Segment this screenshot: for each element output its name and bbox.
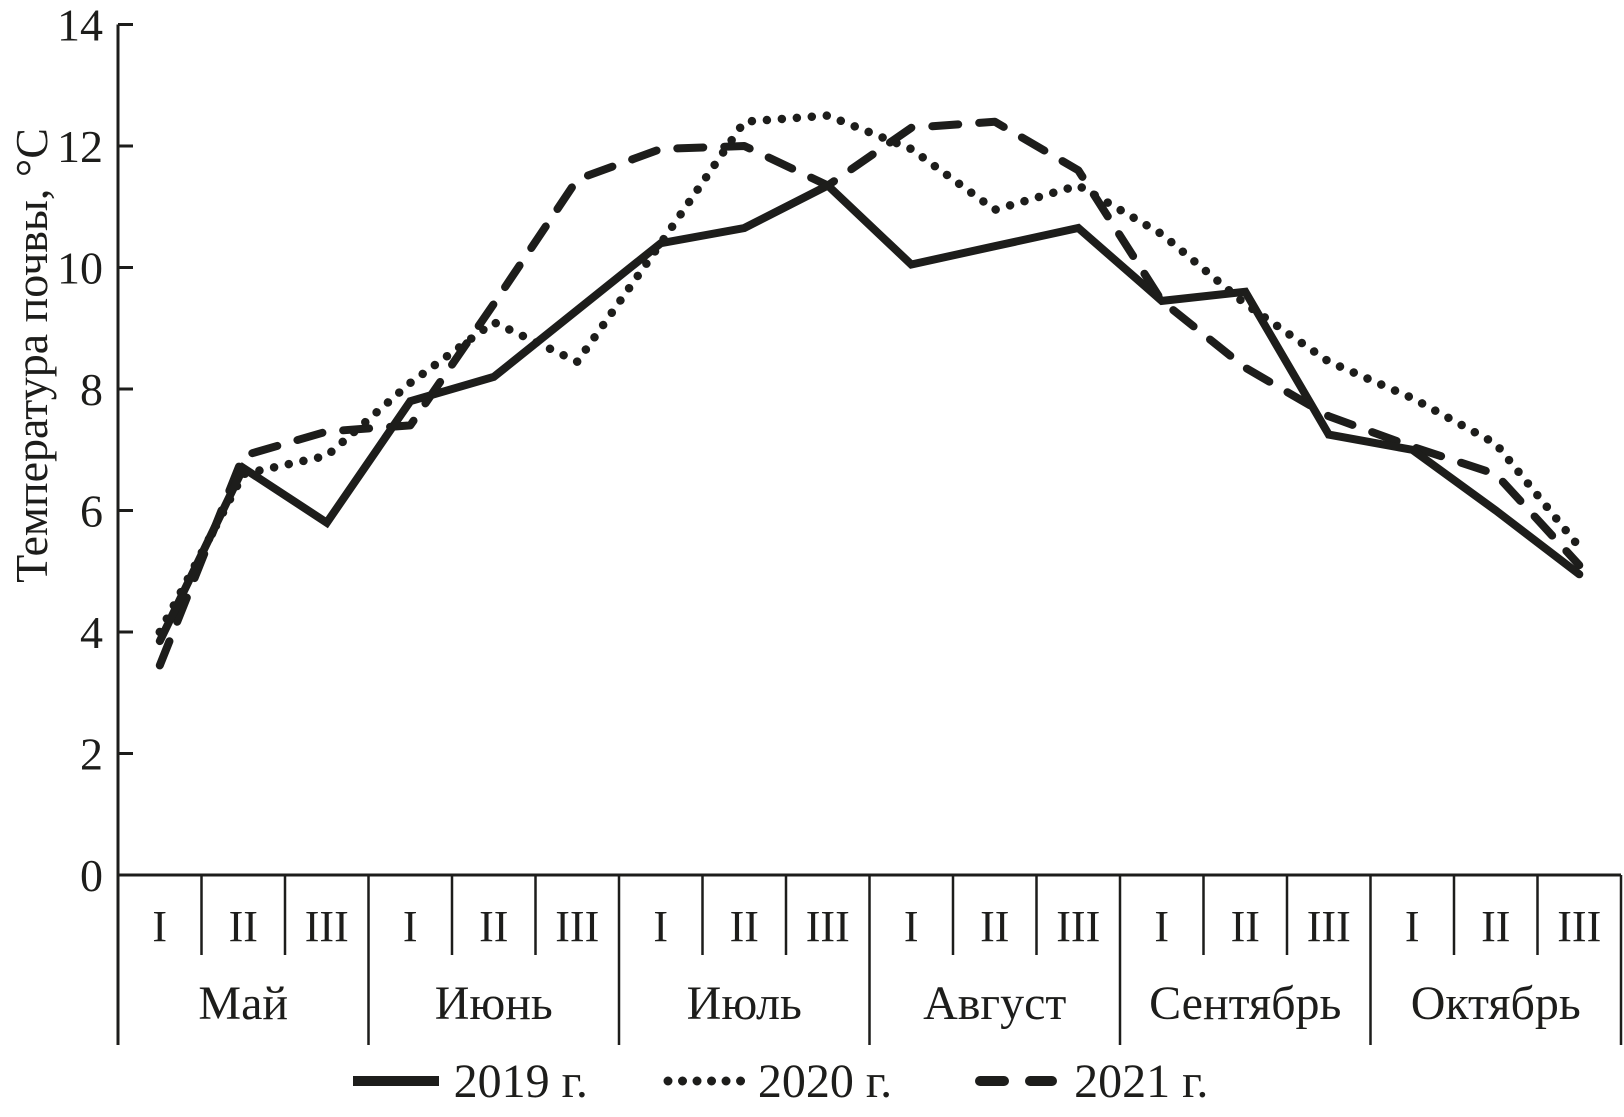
decade-label: III bbox=[1056, 902, 1100, 951]
legend-label-2020: 2020 г. bbox=[757, 1054, 893, 1108]
series-2021 bbox=[155, 117, 1584, 670]
month-label: Октябрь bbox=[1411, 977, 1581, 1030]
month-label: Сентябрь bbox=[1149, 977, 1341, 1030]
decade-label: II bbox=[1231, 902, 1260, 951]
series-line-solid bbox=[155, 180, 1584, 646]
decade-label: I bbox=[152, 902, 167, 951]
axes bbox=[116, 23, 1623, 1045]
decade-label: II bbox=[980, 902, 1009, 951]
month-label: Май bbox=[198, 977, 288, 1030]
y-tick-label: 2 bbox=[80, 729, 103, 780]
decade-labels: I II III I II III I II III I II III I II III I II III bbox=[152, 902, 1601, 951]
decade-label: III bbox=[1307, 902, 1351, 951]
series-line-dashed bbox=[155, 117, 1584, 670]
y-tick-label: 4 bbox=[80, 607, 103, 658]
legend: 2019 г. 2020 г. 2021 г. bbox=[0, 1050, 1591, 1112]
decade-label: II bbox=[229, 902, 258, 951]
decade-label: II bbox=[1481, 902, 1510, 951]
y-tick-label: 14 bbox=[57, 0, 103, 51]
month-label: Июнь bbox=[435, 977, 553, 1030]
y-tick-label: 6 bbox=[80, 486, 103, 537]
legend-item-2021: 2021 г. bbox=[966, 1054, 1208, 1109]
legend-dashed-line-icon bbox=[975, 1076, 1058, 1086]
legend-dotted-line-icon bbox=[663, 1076, 746, 1086]
legend-solid-line-icon bbox=[352, 1076, 439, 1086]
decade-label: III bbox=[555, 902, 599, 951]
y-tick-label: 12 bbox=[57, 121, 103, 172]
legend-label-2021: 2021 г. bbox=[1074, 1054, 1209, 1108]
decade-label: I bbox=[1154, 902, 1169, 951]
decade-label: I bbox=[1405, 902, 1420, 951]
series-line-dotted bbox=[155, 111, 1584, 637]
y-tick-labels: 0 2 4 6 8 10 12 14 bbox=[57, 0, 103, 901]
decade-label: III bbox=[1557, 902, 1601, 951]
y-tick-label: 10 bbox=[57, 243, 103, 294]
decade-label: III bbox=[305, 902, 349, 951]
legend-label-2019: 2019 г. bbox=[453, 1054, 588, 1108]
month-label: Июль bbox=[687, 977, 802, 1030]
month-label: Август bbox=[923, 977, 1066, 1030]
legend-item-2020: 2020 г. bbox=[662, 1054, 892, 1109]
series-2020 bbox=[155, 111, 1584, 637]
decade-label: I bbox=[904, 902, 919, 951]
y-tick-label: 8 bbox=[80, 364, 103, 415]
legend-item-2019: 2019 г. bbox=[350, 1054, 588, 1109]
decade-label: II bbox=[479, 902, 508, 951]
month-labels: Май Июнь Июль Август Сентябрь Октябрь bbox=[198, 977, 1580, 1030]
decade-label: III bbox=[806, 902, 850, 951]
decade-label: I bbox=[653, 902, 668, 951]
decade-label: II bbox=[730, 902, 759, 951]
y-tick-label: 0 bbox=[80, 850, 103, 901]
decade-label: I bbox=[403, 902, 418, 951]
series-2019 bbox=[155, 180, 1584, 646]
